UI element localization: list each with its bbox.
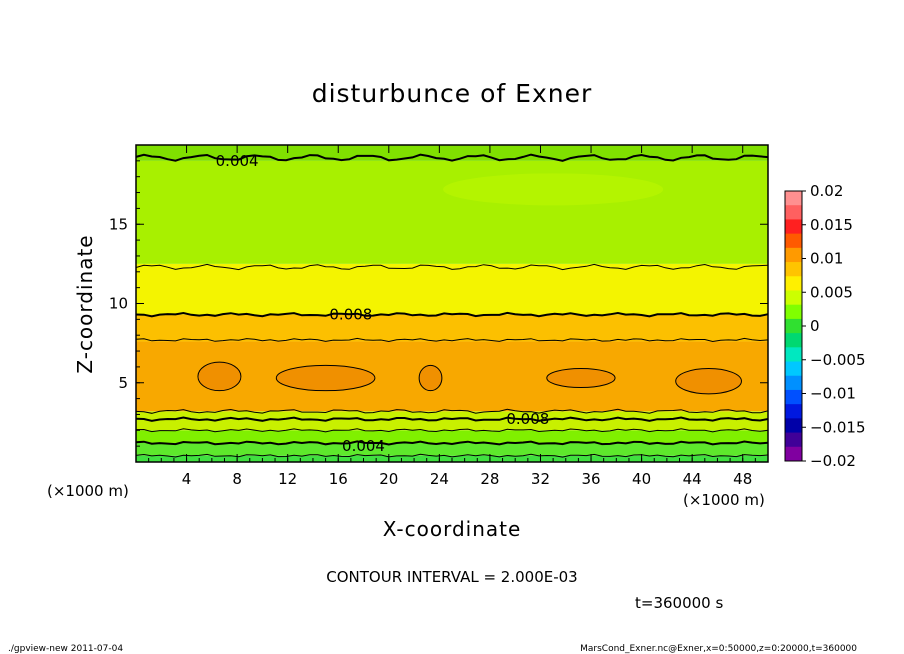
colorbar-swatch-15 (785, 404, 802, 419)
colorbar-label-5: −0.005 (810, 351, 866, 369)
x-tick-label-0: 4 (182, 470, 192, 488)
contour-label-0: 0.004 (216, 152, 259, 170)
colorbar-swatch-16 (785, 418, 802, 434)
contour-label-1: 0.008 (329, 306, 372, 324)
x-tick-label-5: 24 (430, 470, 449, 488)
band-2 (136, 430, 768, 443)
colorbar-swatch-6 (785, 276, 802, 291)
max-region-1 (275, 364, 376, 392)
contour-0.006-lower (135, 428, 769, 433)
contour-0.008-upper (135, 311, 769, 318)
colorbar-swatch-2 (785, 219, 802, 235)
contour-label-2: 0.008 (506, 410, 549, 428)
x-tick-label-1: 8 (232, 470, 242, 488)
contour-0.009-lower (135, 408, 769, 414)
colorbar-swatch-14 (785, 389, 802, 405)
x-tick-label-3: 16 (329, 470, 348, 488)
colorbar-label-8: −0.02 (810, 452, 856, 470)
colorbar-label-1: 0.015 (810, 216, 853, 234)
colorbar-swatch-18 (785, 446, 802, 462)
contour-interval-text: CONTOUR INTERVAL = 2.000E-03 (326, 568, 577, 586)
x-tick-label-9: 40 (632, 470, 651, 488)
contour-0.004-top (135, 153, 769, 162)
colorbar-label-2: 0.01 (810, 250, 843, 268)
band-1 (136, 442, 768, 456)
max-region-2 (418, 364, 443, 392)
chart-title: disturbunce of Exner (312, 79, 593, 108)
colorbar-label-0: 0.02 (810, 182, 843, 200)
band-8 (136, 145, 768, 161)
colorbar-swatch-10 (785, 333, 802, 348)
y-tick-label-2: 15 (109, 215, 128, 233)
contour-0.004-lower (135, 440, 769, 446)
footer-right: MarsCond_Exner.nc@Exner,x=0:50000,z=0:20… (580, 644, 857, 654)
x-unit-label-left: (×1000 m) (47, 482, 129, 500)
colorbar-label-6: −0.01 (810, 385, 856, 403)
x-tick-label-10: 44 (683, 470, 702, 488)
colorbar-swatch-13 (785, 375, 802, 391)
y-axis-label: Z-coordinate (73, 234, 97, 373)
colorbar-swatch-7 (785, 290, 802, 306)
colorbar-label-4: 0 (810, 317, 820, 335)
band-patch (443, 173, 664, 206)
x-axis-label: X-coordinate (383, 517, 522, 541)
contour-label-3: 0.004 (342, 437, 385, 455)
colorbar-swatch-1 (785, 205, 802, 220)
colorbar-swatch-3 (785, 233, 802, 249)
x-tick-label-7: 32 (531, 470, 550, 488)
y-tick-label-0: 5 (118, 374, 128, 392)
footer-left: ./gpview-new 2011-07-04 (8, 644, 123, 654)
colorbar-label-3: 0.005 (810, 283, 853, 301)
y-tick-label-1: 10 (109, 295, 128, 313)
x-tick-label-4: 20 (379, 470, 398, 488)
band-3 (136, 411, 768, 431)
band-5 (136, 314, 768, 342)
colorbar-swatch-11 (785, 347, 802, 363)
x-tick-label-8: 36 (581, 470, 600, 488)
band-7 (136, 160, 768, 264)
time-label: t=360000 s (635, 594, 723, 612)
max-region-3 (546, 367, 616, 389)
max-region-4 (675, 367, 742, 395)
contour-labels: 0.004 0.008 0.008 0.004 (216, 152, 550, 455)
colorbar-label-7: −0.015 (810, 418, 866, 436)
colorbar-swatch-17 (785, 432, 802, 448)
x-tick-label-6: 28 (480, 470, 499, 488)
contour-0.009-upper (135, 337, 769, 343)
colorbar-swatch-8 (785, 304, 802, 320)
colorbar-swatch-12 (785, 361, 802, 377)
contour-0.006-upper (135, 263, 769, 271)
x-tick-label-2: 12 (278, 470, 297, 488)
colorbar-swatch-9 (785, 318, 802, 334)
x-tick-label-11: 48 (733, 470, 752, 488)
colorbar-swatch-0 (785, 191, 802, 206)
contour-lines (135, 153, 769, 458)
contour-0.002-lower (135, 453, 769, 458)
plot-area (136, 145, 768, 462)
max-region-0 (197, 361, 242, 392)
band-6 (136, 263, 768, 315)
colorbar: 0.02 0.015 0.01 0.005 0 −0.005 −0.01 −0.015 −0.0… (784, 182, 866, 470)
x-unit-label-right: (×1000 m) (683, 491, 765, 509)
contour-0.008-lower (135, 416, 769, 422)
colorbar-swatch-5 (785, 262, 802, 277)
colorbar-swatch-4 (785, 247, 802, 263)
